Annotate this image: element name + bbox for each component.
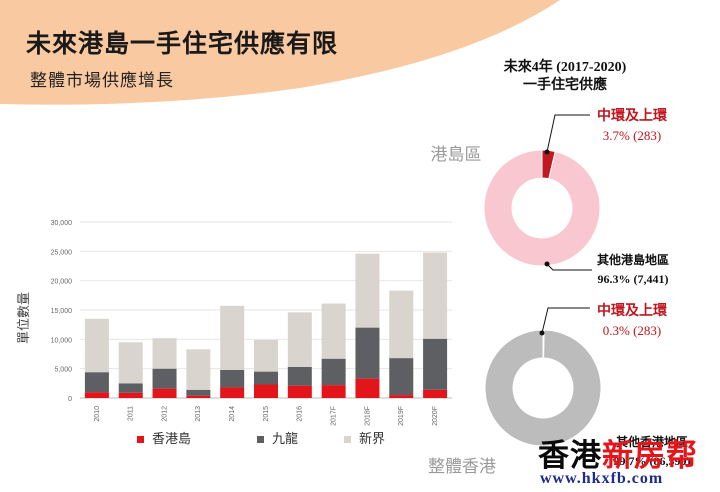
legend-item-kowloon: 九龍: [257, 428, 298, 447]
bar-nt: [84, 318, 109, 373]
bar-nt: [287, 312, 312, 367]
x-tick-label: 2013: [195, 406, 202, 422]
y-tick-label: 25,000: [51, 249, 73, 256]
bar-hk-island: [389, 395, 414, 398]
bar-hk-island: [186, 395, 211, 398]
hk-overall-donut-slice-1: [484, 329, 602, 447]
leader-line: [541, 307, 590, 334]
bar-nt: [186, 349, 211, 390]
watermark-part2: 新房帮: [602, 438, 698, 474]
y-axis-label: 單位數量: [16, 292, 31, 344]
watermark-url: www.hkxfb.com: [540, 470, 664, 487]
bar-kowloon: [389, 358, 414, 396]
slice-value-central-overall: 0.3% (283): [603, 323, 662, 338]
bar-nt: [389, 290, 414, 359]
bar-kowloon: [220, 369, 245, 388]
slice-value-other: 96.3% (7,441): [598, 272, 669, 286]
bar-kowloon: [287, 366, 312, 386]
bar-hk-island: [220, 387, 245, 398]
bar-nt: [254, 339, 278, 372]
bar-kowloon: [118, 383, 143, 393]
x-tick-label: 2016: [297, 406, 304, 422]
donut-title: 未來4年 (2017-2020): [504, 58, 627, 75]
page-subtitle: 整體市場供應增長: [30, 71, 174, 90]
leader-line: [546, 263, 592, 271]
legend-label-kowloon: 九龍: [272, 431, 299, 446]
legend-swatch-nt: [344, 436, 351, 444]
page-title: 未來港島一手住宅供應有限: [26, 30, 339, 58]
bar-hk-island: [118, 392, 143, 398]
bar-hk-island: [152, 388, 177, 398]
bar-hk-island: [355, 378, 380, 398]
x-tick-label: 2011: [128, 406, 135, 421]
y-tick-label: 10,000: [51, 337, 73, 344]
watermark-logo: 香港新房帮: [538, 430, 698, 475]
legend-item-nt: 新界: [344, 428, 385, 447]
slice-value-other-overall: 99.7% (86,599): [614, 454, 691, 468]
leader-dot: [539, 330, 545, 336]
x-tick-label: 2017F: [330, 406, 337, 426]
y-tick-label: 0: [68, 396, 72, 403]
slice-label-central-overall: 中環及上環: [597, 302, 668, 318]
bar-nt: [423, 252, 448, 339]
slice-label-other: 其他港島地區: [597, 252, 669, 267]
bar-nt: [118, 342, 143, 384]
y-tick-label: 5,000: [54, 367, 72, 374]
slice-value-central: 3.7% (283): [603, 128, 662, 143]
legend-swatch-hk-island: [137, 436, 144, 444]
bar-hk-island: [287, 385, 312, 398]
bar-nt: [321, 303, 346, 359]
header-band-shape: [0, 0, 560, 105]
x-tick-label: 2019F: [398, 406, 405, 426]
bar-nt: [355, 253, 380, 328]
y-tick-label: 15,000: [51, 308, 73, 315]
x-tick-label: 2012: [161, 406, 168, 422]
bar-kowloon: [254, 371, 278, 385]
hk-island-donut-slice-1: [483, 149, 601, 267]
supply-bar-chart: 0 5,000 10,000 15,000 20,000 25,000 30,000 單位數量…: [16, 220, 452, 426]
slice-label-central: 中環及上環: [597, 107, 668, 123]
bar-kowloon: [152, 368, 177, 389]
x-tick-label: 2018F: [364, 406, 371, 426]
legend-swatch-kowloon: [257, 436, 264, 444]
bar-nt: [220, 305, 245, 370]
bar-hk-island: [321, 385, 346, 398]
bar-kowloon: [423, 338, 448, 390]
x-tick-label: 2014: [229, 406, 236, 422]
donut-group-label-overall: 整體香港: [428, 457, 496, 476]
bar-nt: [152, 338, 177, 369]
bar-kowloon: [355, 327, 380, 379]
leader-line: [546, 114, 590, 153]
x-tick-label: 2010: [94, 406, 101, 422]
y-tick-label: 20,000: [51, 279, 73, 286]
donut-subtitle: 一手住宅供應: [523, 76, 607, 93]
slice-label-other-overall: 其他香港地區: [616, 434, 688, 449]
bar-kowloon: [186, 389, 211, 396]
watermark-part1: 香港: [538, 438, 602, 474]
x-tick-label: 2020F: [432, 406, 439, 426]
donut-group-label-hk-island: 港島區: [431, 145, 482, 164]
legend-item-hk-island: 香港島: [137, 428, 191, 447]
bar-kowloon: [321, 358, 346, 386]
bar-hk-island: [84, 392, 109, 398]
leader-dot: [544, 149, 550, 155]
bar-hk-island: [254, 384, 278, 398]
bar-hk-island: [423, 389, 448, 398]
leader-dot: [544, 261, 550, 267]
x-tick-label: 2015: [263, 406, 270, 422]
legend-label-hk-island: 香港島: [152, 431, 192, 446]
y-tick-label: 30,000: [51, 220, 73, 227]
bar-kowloon: [84, 372, 109, 393]
header-band: [0, 0, 560, 105]
legend-label-nt: 新界: [359, 431, 386, 446]
